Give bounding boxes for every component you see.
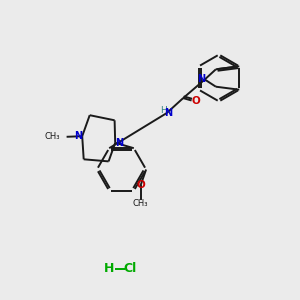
Text: N: N: [197, 74, 205, 84]
Text: CH₃: CH₃: [133, 200, 148, 208]
Text: H: H: [160, 106, 167, 115]
Text: N: N: [164, 107, 172, 118]
Text: O: O: [136, 180, 145, 190]
Text: N: N: [115, 138, 123, 148]
Text: O: O: [191, 95, 200, 106]
Text: Cl: Cl: [124, 262, 137, 275]
Text: CH₃: CH₃: [44, 132, 60, 141]
Text: N: N: [74, 131, 83, 141]
Text: H: H: [104, 262, 115, 275]
